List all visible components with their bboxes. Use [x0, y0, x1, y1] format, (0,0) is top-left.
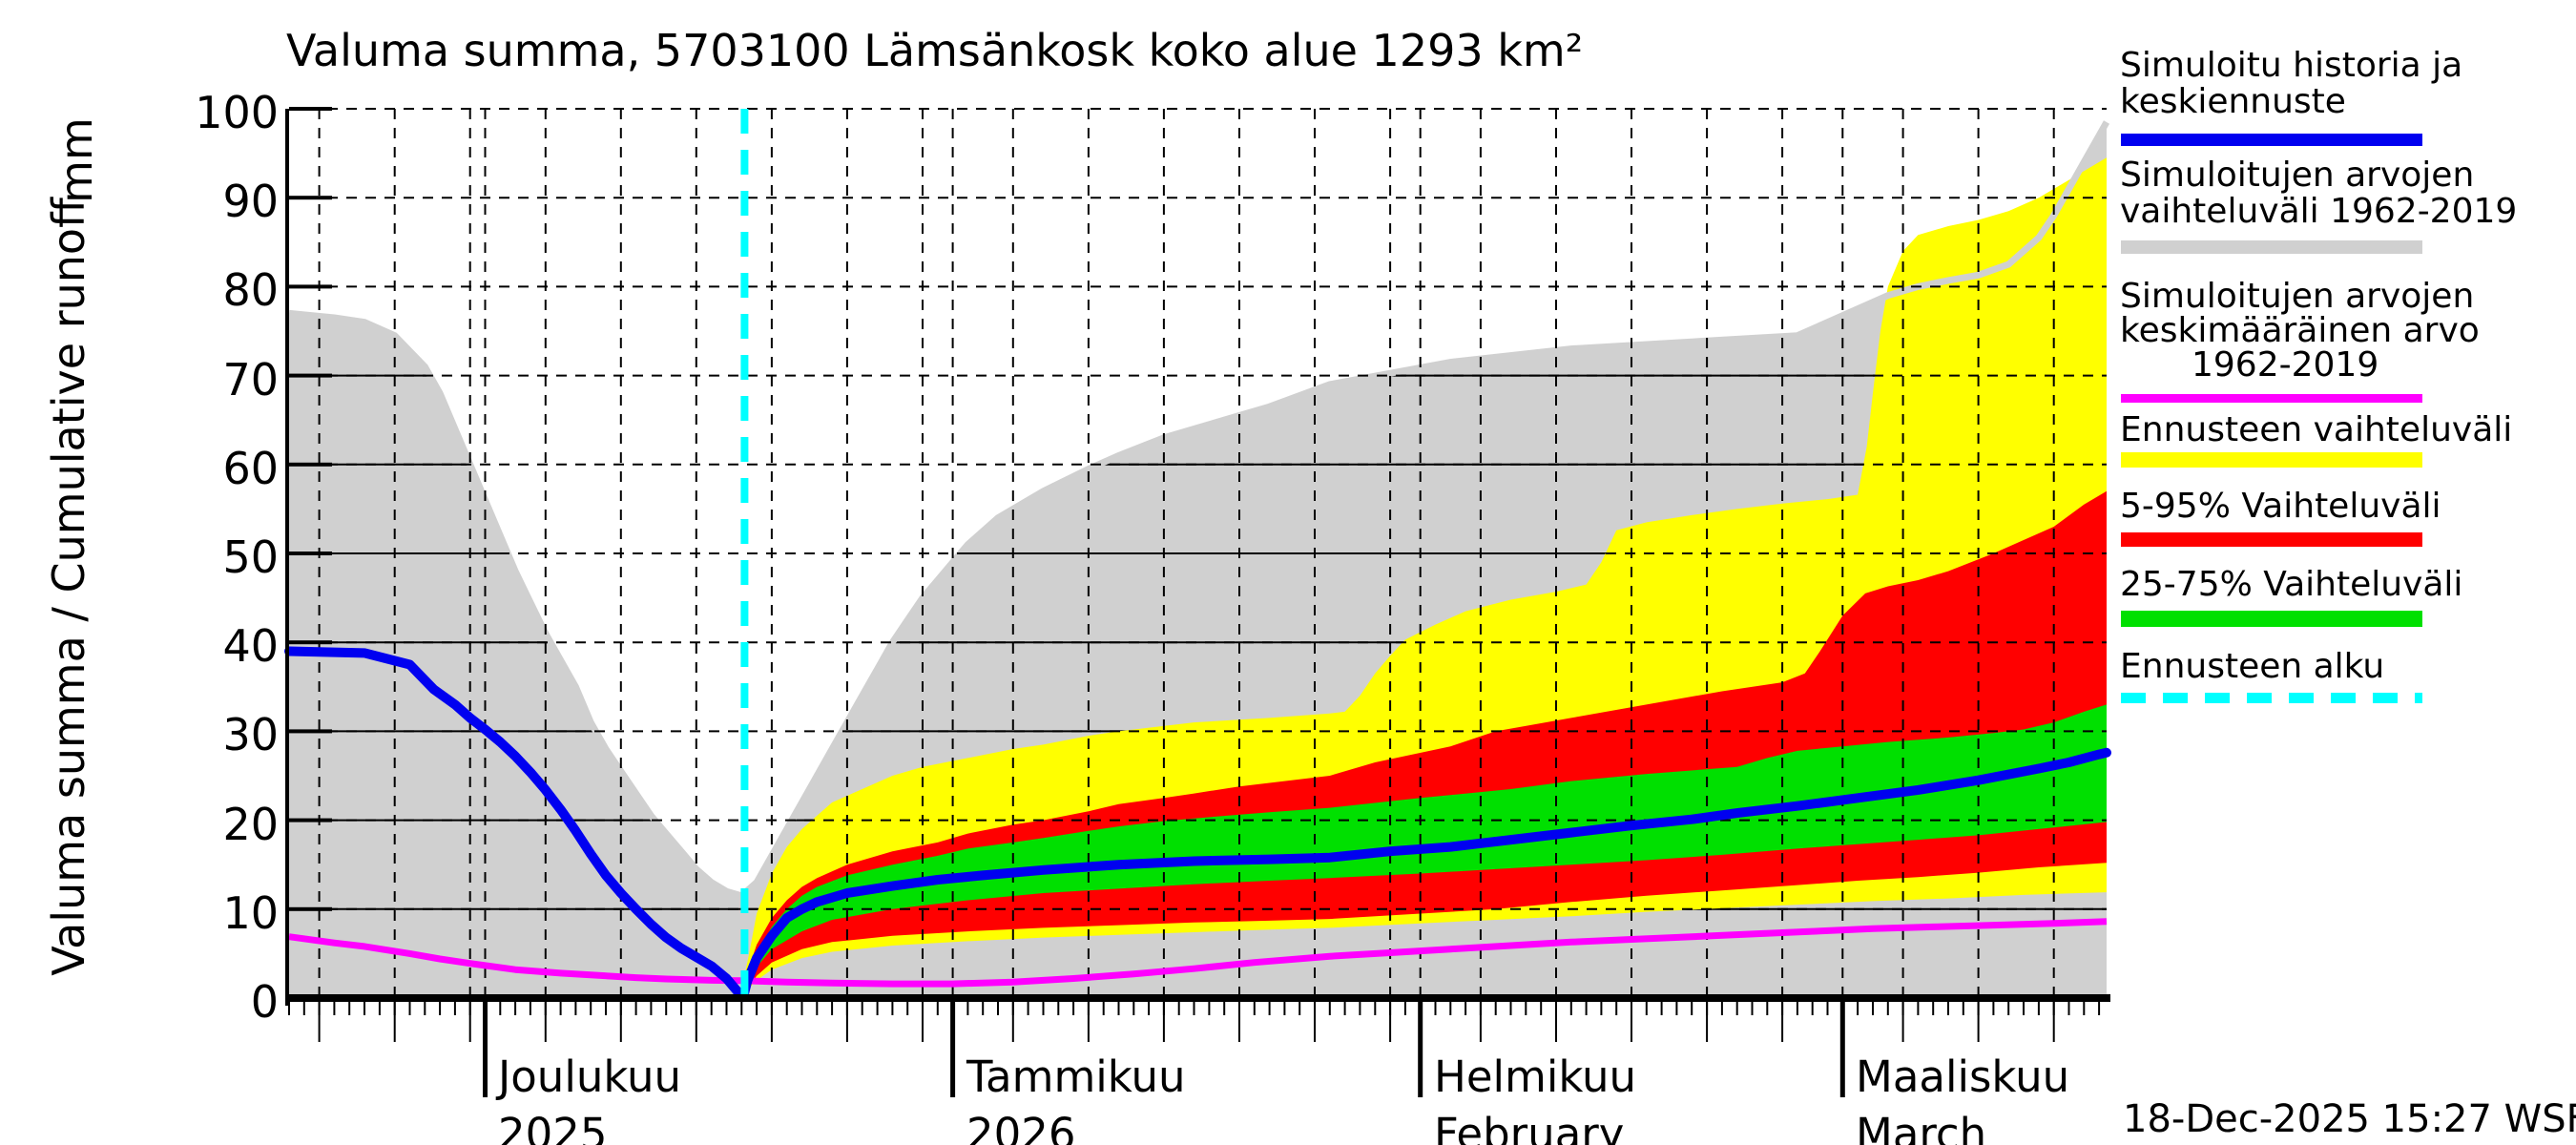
y-tick-20: 20 — [222, 799, 279, 850]
legend-label: 25-75% Vaihteluväli — [2120, 565, 2463, 604]
legend-label: Ennusteen alku — [2120, 647, 2385, 686]
y-tick-0: 0 — [250, 976, 279, 1028]
line-sim-range-top — [288, 120, 2110, 900]
y-tick-60: 60 — [222, 443, 279, 494]
x-label-december: Joulukuu — [498, 1051, 682, 1102]
x-label-march-fi: Maaliskuu — [1856, 1051, 2070, 1102]
x-label-march-en: March — [1856, 1109, 1987, 1145]
y-axis-unit-label: mm — [51, 117, 102, 203]
legend-label: Ennusteen vaihteluväli — [2120, 410, 2513, 449]
y-tick-40: 40 — [222, 620, 279, 672]
x-label-december-year: 2025 — [498, 1109, 608, 1145]
legend-swatch-history-mean-forecast — [2121, 134, 2422, 146]
timestamp: 18-Dec-2025 15:27 WSFS-O — [2123, 1097, 2576, 1141]
legend-label: Simuloitu historia ja — [2120, 46, 2463, 85]
y-axis-label: Valuma summa / Cumulative runoff — [43, 198, 94, 976]
legend-label: 5-95% Vaihteluväli — [2120, 487, 2441, 526]
y-tick-90: 90 — [222, 176, 279, 227]
legend-swatch-forecast-start — [2121, 693, 2422, 703]
y-tick-50: 50 — [222, 531, 279, 583]
legend-label: vaihteluväli 1962-2019 — [2120, 192, 2518, 231]
line-mean-1962-2019 — [288, 918, 2108, 988]
line-history-and-mean-forecast — [284, 646, 2111, 1003]
legend-label: keskimääräinen arvo — [2120, 311, 2480, 350]
legend-label: Simuloitujen arvojen — [2120, 277, 2475, 316]
x-label-february-en: February — [1434, 1109, 1625, 1145]
legend-swatch-sim-range — [2121, 240, 2422, 254]
x-label-january: Tammikuu — [966, 1051, 1186, 1102]
legend-label: Simuloitujen arvojen — [2120, 156, 2475, 195]
y-tick-70: 70 — [222, 354, 279, 406]
legend-swatch-25-75 — [2121, 611, 2422, 627]
y-tick-10: 10 — [222, 887, 279, 939]
y-tick-30: 30 — [222, 709, 279, 760]
y-tick-100: 100 — [195, 87, 279, 138]
legend-swatch-5-95 — [2121, 532, 2422, 547]
legend-swatch-mean-1962-2019 — [2121, 394, 2422, 403]
axes-and-ticks — [285, 107, 2110, 1097]
x-label-january-year: 2026 — [966, 1109, 1076, 1145]
x-label-february-fi: Helmikuu — [1434, 1051, 1637, 1102]
y-tick-80: 80 — [222, 264, 279, 316]
legend-label: keskiennuste — [2120, 82, 2346, 121]
legend-label: 1962-2019 — [2192, 345, 2379, 385]
legend-swatch-forecast-range — [2121, 452, 2422, 468]
chart-title: Valuma summa, 5703100 Lämsänkosk koko al… — [286, 25, 1584, 76]
